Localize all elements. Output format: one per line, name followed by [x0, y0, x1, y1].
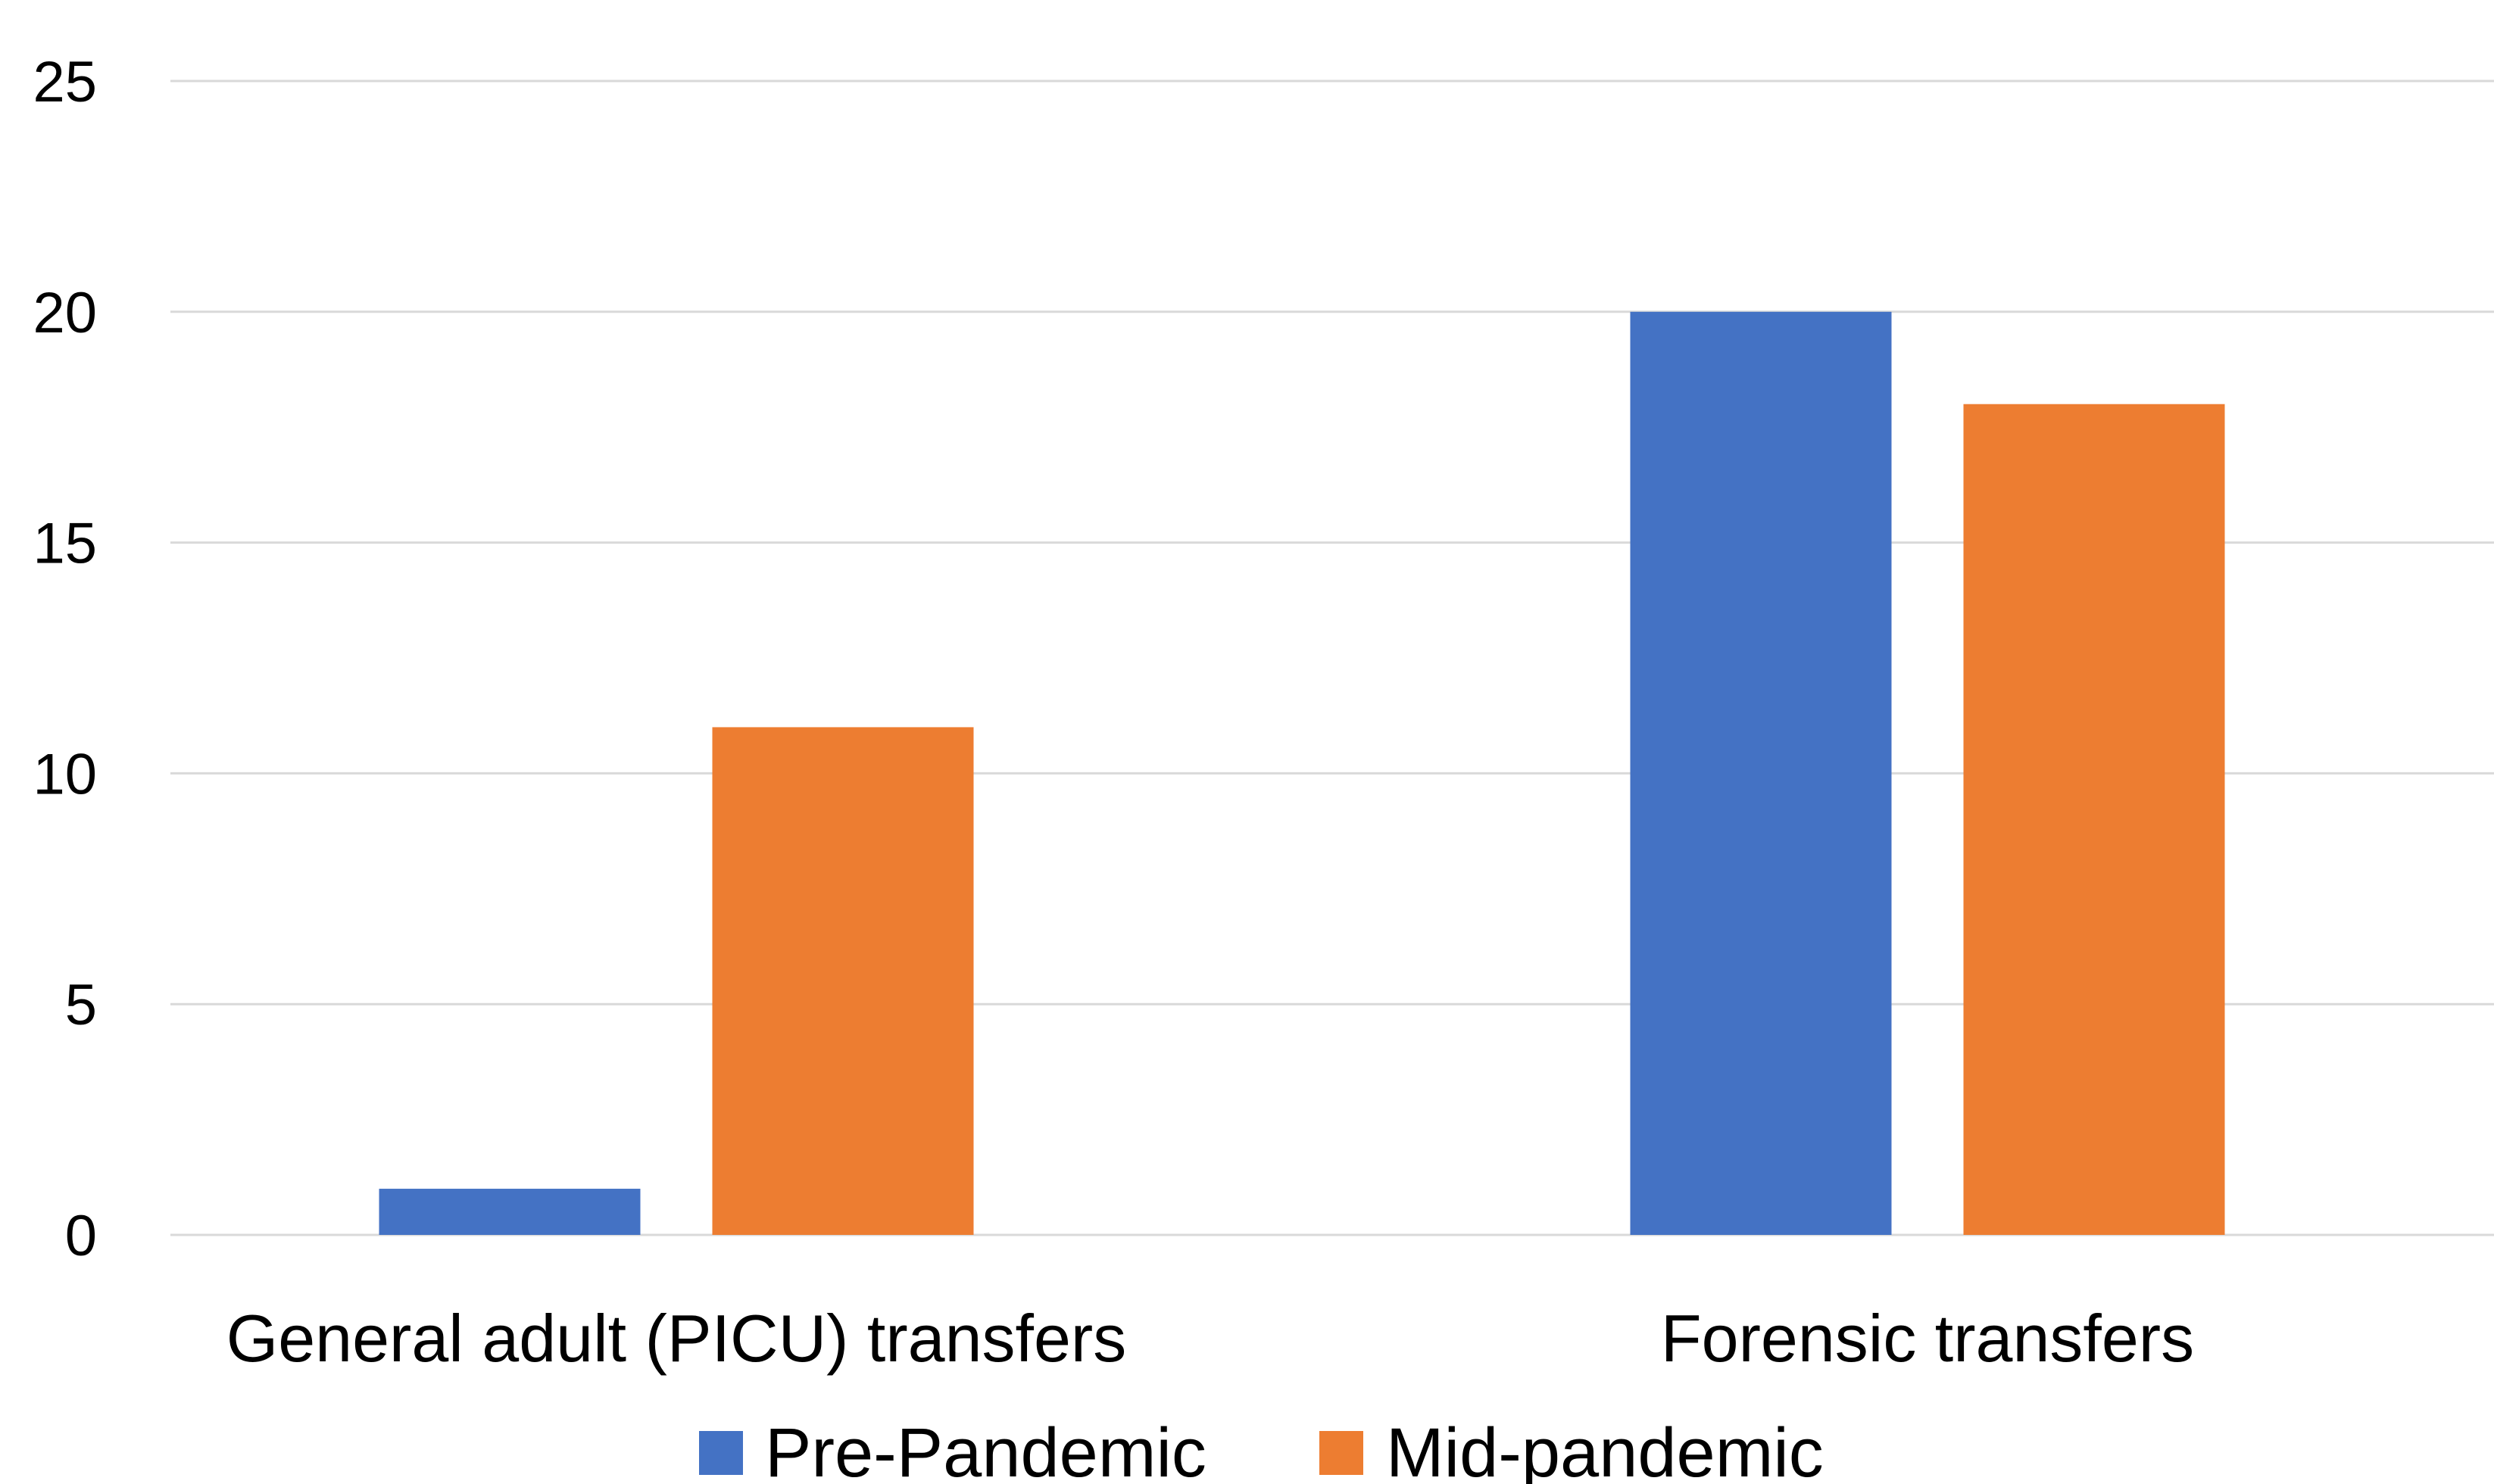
x-category-label: Forensic transfers [1661, 1301, 2194, 1376]
legend: Pre-Pandemic Mid-pandemic [699, 1414, 1824, 1484]
y-tick-label: 15 [33, 512, 97, 576]
y-tick-label: 10 [33, 742, 97, 806]
legend-label: Mid-pandemic [1386, 1414, 1824, 1484]
y-tick-label: 0 [65, 1204, 97, 1268]
y-axis-ticks: 0 5 10 15 20 25 [33, 50, 97, 1268]
bar-pre-pandemic-1 [1630, 311, 1892, 1235]
bar-pre-pandemic-0 [379, 1189, 641, 1235]
x-axis-categories: General adult (PICU) transfers Forensic t… [226, 1301, 2194, 1376]
legend-label: Pre-Pandemic [765, 1414, 1206, 1484]
legend-swatch [1319, 1431, 1363, 1475]
y-tick-label: 5 [65, 973, 97, 1037]
y-tick-label: 25 [33, 50, 97, 114]
bar-mid-pandemic-1 [1963, 404, 2225, 1235]
bar-mid-pandemic-0 [712, 727, 974, 1235]
legend-swatch [699, 1431, 743, 1475]
y-tick-label: 20 [33, 281, 97, 345]
bars [379, 311, 2225, 1235]
x-category-label: General adult (PICU) transfers [226, 1301, 1126, 1376]
